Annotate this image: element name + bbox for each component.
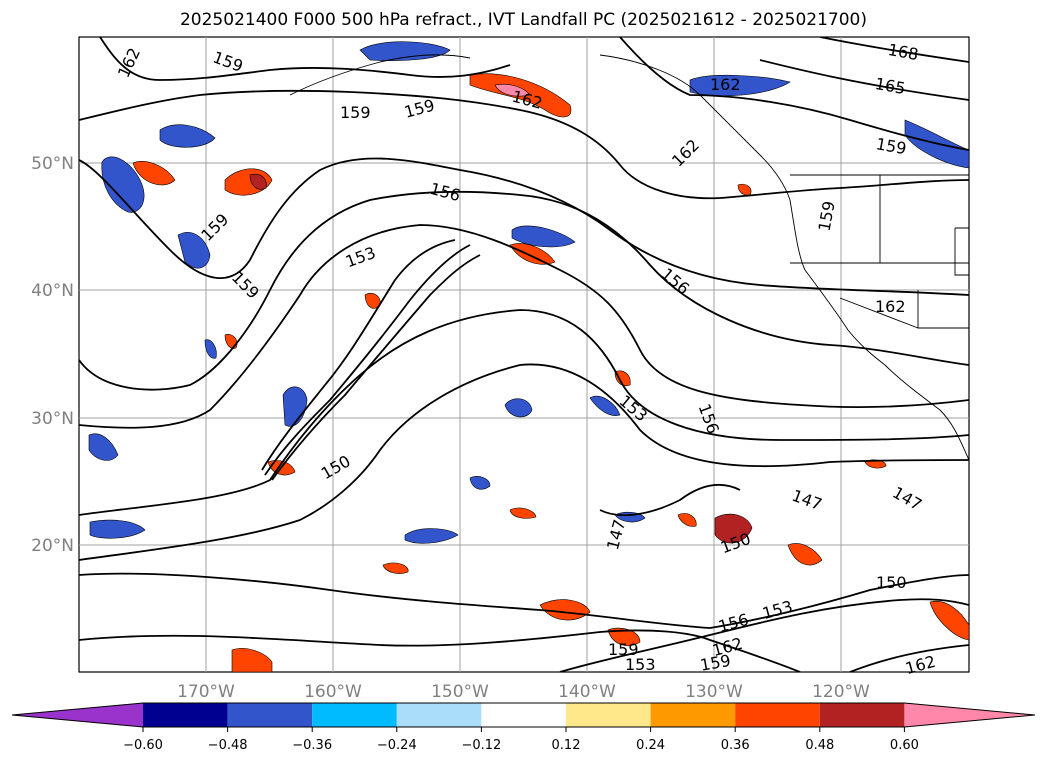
colorbar-tick-label: 0.24	[636, 738, 665, 753]
colorbar-extend-left	[12, 703, 143, 727]
latitude-labels: 50°N 40°N 30°N 20°N	[31, 154, 74, 556]
colorbar-extend-right	[904, 703, 1035, 727]
positive-anomaly-region	[614, 370, 631, 387]
colorbar-segment	[819, 703, 905, 727]
lat-label-20n: 20°N	[31, 536, 74, 556]
positive-anomaly-region	[494, 83, 531, 97]
coastlines	[289, 54, 969, 461]
positive-anomaly-region	[231, 648, 273, 672]
lat-label-40n: 40°N	[31, 281, 74, 301]
negative-anomaly-region	[88, 433, 119, 461]
positive-anomaly-region	[539, 599, 591, 621]
negative-anomaly-region	[359, 41, 451, 61]
longitude-labels: 170°W 160°W 150°W 140°W 130°W 120°W	[177, 682, 870, 702]
lon-label-150w: 150°W	[431, 682, 489, 702]
colorbar-tick-label: −0.24	[377, 738, 417, 753]
lon-label-140w: 140°W	[558, 682, 616, 702]
positive-anomaly-region	[382, 562, 409, 574]
colorbar-tick-label: 0.48	[805, 738, 834, 753]
refractivity-contours	[79, 37, 969, 672]
positive-anomaly-region	[714, 513, 753, 544]
positive-anomaly-region	[929, 600, 969, 641]
positive-anomaly-region	[607, 627, 641, 646]
colorbar-tick-label: 0.12	[552, 738, 581, 753]
colorbar-segment	[566, 703, 651, 727]
positive-anomaly-region	[249, 173, 267, 190]
negative-anomaly-region	[589, 395, 621, 416]
negative-anomaly-region	[404, 528, 459, 544]
positive-anomaly-region	[224, 334, 238, 349]
negative-anomaly-region	[159, 124, 216, 148]
lat-label-30n: 30°N	[31, 409, 74, 429]
map-title: 2025021400 F000 500 hPa refract., IVT La…	[179, 10, 867, 30]
colorbar-tick-label: −0.12	[461, 738, 501, 753]
colorbar-tick-label: −0.60	[123, 738, 163, 753]
contour-label: 159	[608, 640, 639, 659]
lat-label-50n: 50°N	[31, 154, 74, 174]
colorbar-segment	[481, 703, 566, 727]
colorbar-tick-label: −0.36	[292, 738, 332, 753]
contour-label: 150	[876, 573, 907, 592]
colorbar: −0.60 −0.48 −0.36 −0.24 −0.12 0.12 0.24 …	[11, 702, 1036, 753]
contour-label: 162	[875, 297, 906, 316]
colorbar-segment	[650, 703, 736, 727]
positive-anomaly-region	[132, 161, 176, 186]
negative-anomaly-region	[511, 225, 576, 248]
lon-label-170w: 170°W	[177, 682, 235, 702]
colorbar-segment	[396, 703, 482, 727]
negative-anomaly-region	[469, 476, 491, 490]
colorbar-tick-label: 0.60	[890, 738, 919, 753]
negative-anomaly-region	[177, 232, 211, 269]
positive-anomaly-region	[787, 543, 823, 566]
positive-anomaly-region	[677, 513, 697, 527]
contour-label: 159	[340, 103, 371, 122]
negative-anomaly-region	[204, 339, 217, 359]
positive-anomaly-region	[509, 243, 556, 265]
lon-label-120w: 120°W	[812, 682, 870, 702]
colorbar-segment	[312, 703, 397, 727]
contour-label: 153	[625, 655, 656, 674]
negative-anomaly-region	[504, 398, 533, 418]
positive-anomaly-region	[509, 507, 537, 519]
colorbar-segment	[227, 703, 313, 727]
colorbar-tick-label: −0.48	[208, 738, 248, 753]
negative-anomaly-region	[101, 156, 145, 213]
contour-label: 162	[710, 75, 741, 94]
colorbar-segment	[143, 703, 228, 727]
negative-anomaly-region	[89, 519, 146, 539]
lon-label-130w: 130°W	[685, 682, 743, 702]
colorbar-tick-label: 0.36	[721, 738, 750, 753]
lon-label-160w: 160°W	[304, 682, 362, 702]
map-panel	[78, 36, 970, 673]
colorbar-segment	[735, 703, 820, 727]
